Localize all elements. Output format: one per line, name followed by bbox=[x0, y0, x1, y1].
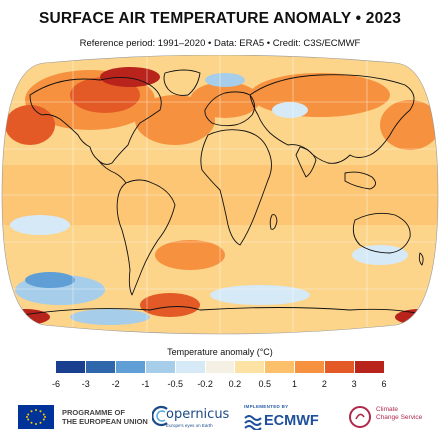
c3s-logo: Climate Change Service bbox=[348, 403, 438, 433]
antarctica-outline bbox=[9, 306, 433, 318]
anomaly-cool-southern-ocean bbox=[210, 285, 310, 305]
anomaly-north-pacific-west bbox=[5, 105, 55, 145]
copernicus-c-icon bbox=[152, 405, 168, 427]
map-svg bbox=[1, 55, 439, 335]
page-title: SURFACE AIR TEMPERATURE ANOMALY • 2023 bbox=[38, 10, 402, 27]
central-america-outline bbox=[97, 159, 127, 184]
india-outline bbox=[295, 146, 317, 178]
legend-tick-label: 0.5 bbox=[258, 379, 271, 389]
c3s-line2: Change Service bbox=[376, 414, 423, 421]
anomaly-arctic-canada bbox=[100, 67, 160, 87]
legend-tick-label: -3 bbox=[81, 379, 90, 389]
eu-text-line2: THE EUROPEAN UNION bbox=[62, 417, 148, 426]
legend-color-bar bbox=[56, 361, 384, 373]
legend-title: Temperature anomaly (°C) bbox=[167, 347, 273, 357]
legend-color-cell bbox=[295, 361, 326, 373]
madagascar-outline bbox=[269, 214, 278, 230]
c3s-circle-icon bbox=[349, 406, 371, 428]
anomaly-cool-east-pacific bbox=[10, 215, 70, 235]
new-zealand-outline bbox=[418, 252, 424, 266]
legend-tick-label: -6 bbox=[51, 379, 60, 389]
ecmwf-logo: IMPLEMENTED BY ECMWF bbox=[242, 402, 340, 434]
legend-color-cell bbox=[85, 361, 116, 373]
anomaly-antarctic-hot-west bbox=[2, 309, 50, 325]
anomaly-cool-greenland-sea bbox=[205, 73, 245, 87]
legend-color-cell bbox=[56, 361, 86, 373]
anomaly-antarctic-peninsula bbox=[140, 293, 200, 317]
eu-text-line1: PROGRAMME OF bbox=[62, 408, 125, 417]
anomaly-siberia bbox=[250, 73, 390, 117]
world-anomaly-map bbox=[0, 55, 440, 340]
legend-tick-label: 3 bbox=[351, 379, 357, 389]
anomaly-cool-central-asia bbox=[272, 102, 308, 118]
north-america-outline bbox=[29, 76, 162, 165]
anomaly-south-atlantic bbox=[155, 240, 225, 270]
anomaly-europe bbox=[190, 82, 260, 118]
graticule bbox=[2, 55, 438, 334]
legend-tick-label: 6 bbox=[381, 379, 387, 389]
page-subtitle: Reference period: 1991–2020 • Data: ERA5… bbox=[79, 38, 361, 49]
anomaly-cool-australia bbox=[352, 245, 408, 265]
legend-tick-label: -2 bbox=[111, 379, 120, 389]
anomaly-north-pacific bbox=[380, 100, 438, 150]
copernicus-name: opernicus bbox=[166, 407, 230, 422]
eu-programme-text: PROGRAMME OF THE EUROPEAN UNION bbox=[62, 408, 162, 426]
legend-color-cell bbox=[115, 361, 146, 373]
legend-color-cell bbox=[205, 361, 236, 373]
legend-color-cell bbox=[145, 361, 176, 373]
europe-outline bbox=[204, 91, 255, 127]
legend-tick-label: -1 bbox=[141, 379, 150, 389]
anomaly-cool-antarctic-west bbox=[70, 309, 150, 325]
c3s-line1: Climate bbox=[376, 406, 399, 413]
legend-tick-label: 1 bbox=[292, 379, 298, 389]
ecmwf-wave-icon bbox=[244, 415, 262, 430]
africa-outline bbox=[200, 129, 272, 246]
legend-color-cell bbox=[325, 361, 356, 373]
legend-tick-label: -0.2 bbox=[197, 379, 213, 389]
legend-color-cell bbox=[355, 361, 384, 373]
greenland-outline bbox=[163, 69, 201, 96]
australia-outline bbox=[352, 212, 411, 254]
copernicus-logo: opernicus Europe's eyes on Earth bbox=[152, 403, 238, 433]
legend-tick-label: 0.2 bbox=[228, 379, 242, 389]
continent-outlines bbox=[9, 69, 433, 318]
anomaly-cool-south-pacific-2 bbox=[25, 272, 75, 288]
legend-tick-label: -0.5 bbox=[167, 379, 184, 389]
logo-strip: PROGRAMME OF THE EUROPEAN UNION opernicu… bbox=[0, 400, 440, 436]
legend-color-cell bbox=[235, 361, 266, 373]
legend-color-cell bbox=[175, 361, 206, 373]
copernicus-tagline: Europe's eyes on Earth bbox=[166, 423, 213, 428]
ecmwf-implemented-by: IMPLEMENTED BY bbox=[244, 404, 289, 409]
legend-tick-label: 2 bbox=[321, 379, 327, 389]
globe-border bbox=[1, 55, 439, 335]
ecmwf-name: ECMWF bbox=[264, 413, 319, 429]
south-america-outline bbox=[116, 179, 176, 296]
legend-ticks: -6 -3 -2 -1 -0.5 -0.2 0.2 0.5 1 2 3 6 bbox=[36, 379, 404, 391]
c3s-name: Climate Change Service bbox=[376, 406, 436, 422]
southeast-asia-islands-outline bbox=[344, 171, 376, 190]
legend-color-cell bbox=[265, 361, 296, 373]
eu-flag-icon bbox=[18, 405, 54, 429]
asia-outline bbox=[249, 74, 415, 164]
